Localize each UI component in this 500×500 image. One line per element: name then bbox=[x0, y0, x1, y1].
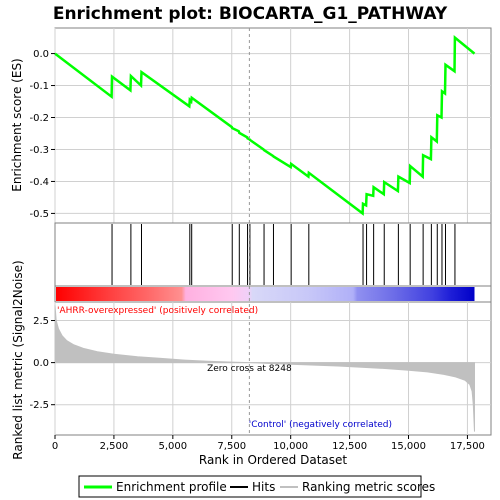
zero-cross-label: Zero cross at 8248 bbox=[207, 364, 292, 374]
negative-correlation-label: 'Control' (negatively correlated) bbox=[249, 420, 392, 430]
es-y-tick-label-5: -0.5 bbox=[29, 209, 49, 220]
legend-box bbox=[78, 475, 422, 498]
hits-panel bbox=[54, 222, 492, 287]
x-tick-label-2: 5,000 bbox=[159, 441, 188, 452]
positive-correlation-label: 'AHRR-overexpressed' (positively correla… bbox=[57, 306, 258, 316]
es-y-tick-label-1: -0.1 bbox=[29, 81, 49, 92]
x-tick-label-5: 12,500 bbox=[332, 441, 367, 452]
x-tick-label-4: 10,000 bbox=[273, 441, 308, 452]
es-y-tick-label-3: -0.3 bbox=[29, 145, 49, 156]
x-ticks: 0 2,500 5,000 7,500 10,000 12,500 15,000 17,500 bbox=[52, 435, 485, 452]
es-y-ticks: 0.0 -0.1 -0.2 -0.3 -0.4 -0.5 bbox=[29, 49, 55, 220]
legend-label-ranking-metric: Ranking metric scores bbox=[302, 480, 435, 494]
es-panel: 0.0 -0.1 -0.2 -0.3 -0.4 -0.5 Enrichment score… bbox=[10, 27, 492, 224]
es-y-tick-label-4: -0.4 bbox=[29, 177, 49, 188]
metric-y-tick-label-2: -2.5 bbox=[29, 400, 49, 411]
rank-color-bar bbox=[56, 287, 475, 301]
es-y-tick-label-2: -0.2 bbox=[29, 113, 49, 124]
metric-y-axis-label: Ranked list metric (Signal2Noise) bbox=[11, 260, 25, 459]
chart-title: Enrichment plot: BIOCARTA_G1_PATHWAY bbox=[53, 4, 448, 24]
es-panel-frame bbox=[54, 27, 492, 224]
hit-lines bbox=[111, 224, 456, 285]
enrichment-profile-line bbox=[54, 34, 476, 216]
x-axis-label: Rank in Ordered Dataset bbox=[199, 453, 347, 467]
metric-y-tick-label-0: 2.5 bbox=[33, 316, 49, 327]
metric-y-ticks: 2.5 0.0 -2.5 bbox=[29, 316, 55, 411]
legend-label-enrichment-profile: Enrichment profile bbox=[116, 480, 227, 494]
x-tick-label-1: 2,500 bbox=[100, 441, 129, 452]
ranking-metric-area bbox=[54, 305, 475, 432]
es-grid bbox=[54, 28, 491, 223]
x-tick-label-3: 7,500 bbox=[217, 441, 246, 452]
ranked-metric-panel: 2.5 0.0 -2.5 'AHRR-overexpressed' (positiv… bbox=[11, 28, 492, 460]
rank-color-bar-panel bbox=[54, 285, 492, 303]
metric-y-tick-label-1: 0.0 bbox=[33, 358, 49, 369]
legend: Enrichment profile Hits Ranking metric s… bbox=[78, 475, 435, 498]
x-tick-label-6: 15,000 bbox=[391, 441, 426, 452]
x-tick-label-0: 0 bbox=[52, 441, 58, 452]
legend-label-hits: Hits bbox=[252, 480, 275, 494]
es-y-axis-label: Enrichment score (ES) bbox=[10, 58, 24, 191]
es-y-tick-label-0: 0.0 bbox=[33, 49, 49, 60]
x-tick-label-7: 17,500 bbox=[450, 441, 485, 452]
